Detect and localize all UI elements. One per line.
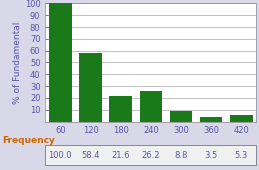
Text: 5.3: 5.3 [235, 151, 248, 160]
Text: 100.0: 100.0 [49, 151, 72, 160]
Text: 21.6: 21.6 [111, 151, 130, 160]
Bar [200, 117, 222, 122]
Bar [79, 53, 102, 122]
Bar [109, 96, 132, 122]
Bar [170, 111, 192, 122]
Text: 3.5: 3.5 [205, 151, 218, 160]
Bar [140, 91, 162, 122]
Text: Frequency: Frequency [3, 136, 55, 145]
Bar [49, 3, 72, 122]
Y-axis label: % of Fundamental: % of Fundamental [13, 21, 22, 104]
Text: 26.2: 26.2 [142, 151, 160, 160]
Text: 58.4: 58.4 [81, 151, 100, 160]
Bar [230, 115, 253, 122]
Text: 8.8: 8.8 [174, 151, 188, 160]
